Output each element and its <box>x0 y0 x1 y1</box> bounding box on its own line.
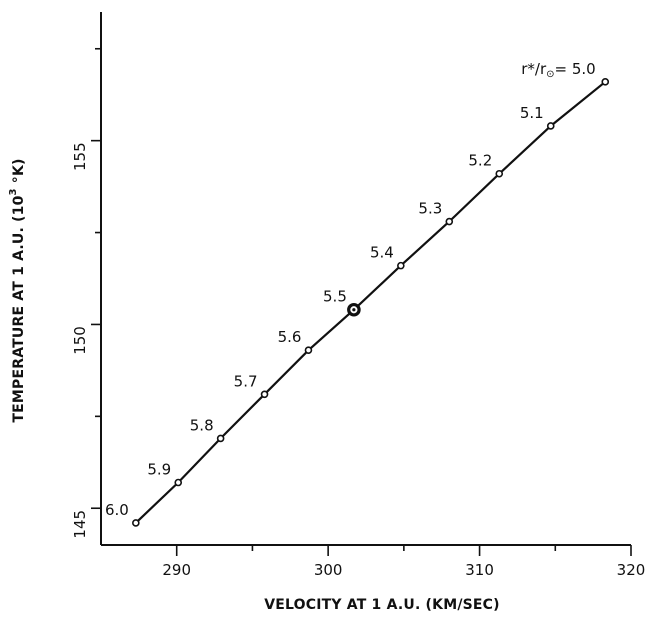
y-axis-title: TEMPERATURE AT 1 A.U. (103 °K) <box>8 158 27 422</box>
data-point <box>174 478 183 487</box>
data-point <box>546 122 555 130</box>
data-point <box>445 217 454 226</box>
data-point <box>495 169 504 178</box>
data-point-label: 5.6 <box>278 328 302 346</box>
data-point-label: 5.2 <box>468 152 492 170</box>
ticks: 290 300 310 320 145 150 155 <box>71 47 645 579</box>
axes <box>100 12 631 546</box>
x-tick-label: 310 <box>465 561 494 579</box>
parameter-label: r*/r⊙= 5.0 <box>521 60 595 80</box>
data-point-label: 6.0 <box>105 501 129 519</box>
data-point-label: 5.1 <box>520 104 544 122</box>
data-point <box>304 346 313 354</box>
data-point-label: 5.9 <box>147 461 171 479</box>
y-tick-label: 155 <box>71 142 89 171</box>
x-axis-title: VELOCITY AT 1 A.U. (KM/SEC) <box>264 597 500 613</box>
data-point-highlight-center <box>352 308 356 312</box>
y-tick-label: 145 <box>71 510 89 539</box>
x-tick-label: 320 <box>617 561 645 579</box>
y-axis-title-exponent: 3 <box>8 188 19 195</box>
x-tick-label: 300 <box>314 561 343 579</box>
data-point-label: 5.4 <box>370 244 394 262</box>
data-point <box>260 390 269 399</box>
data-point-label: 5.7 <box>234 372 258 390</box>
y-axis-title-prefix: TEMPERATURE AT 1 A.U. (10 <box>11 195 27 422</box>
data-point-label: 5.3 <box>418 200 442 218</box>
x-tick-label: 290 <box>162 561 191 579</box>
data-point <box>216 434 225 443</box>
data-point-label: 5.5 <box>323 288 347 306</box>
y-axis-title-suffix: °K) <box>11 158 27 188</box>
parameter-label-value: = 5.0 <box>555 60 596 78</box>
point-labels: 5.1 5.2 5.3 5.4 5.5 5.6 5.7 5.8 5.9 6.0 <box>105 104 544 519</box>
series <box>132 78 610 527</box>
parameter-label-name: r*/r <box>521 60 547 78</box>
series-line <box>135 80 606 524</box>
data-point <box>601 78 610 86</box>
y-tick-label: 150 <box>71 326 89 355</box>
data-point-label: 5.8 <box>190 416 214 434</box>
parameter-label-sun-symbol: ⊙ <box>546 69 554 80</box>
data-point <box>132 519 140 527</box>
data-point <box>397 261 405 270</box>
